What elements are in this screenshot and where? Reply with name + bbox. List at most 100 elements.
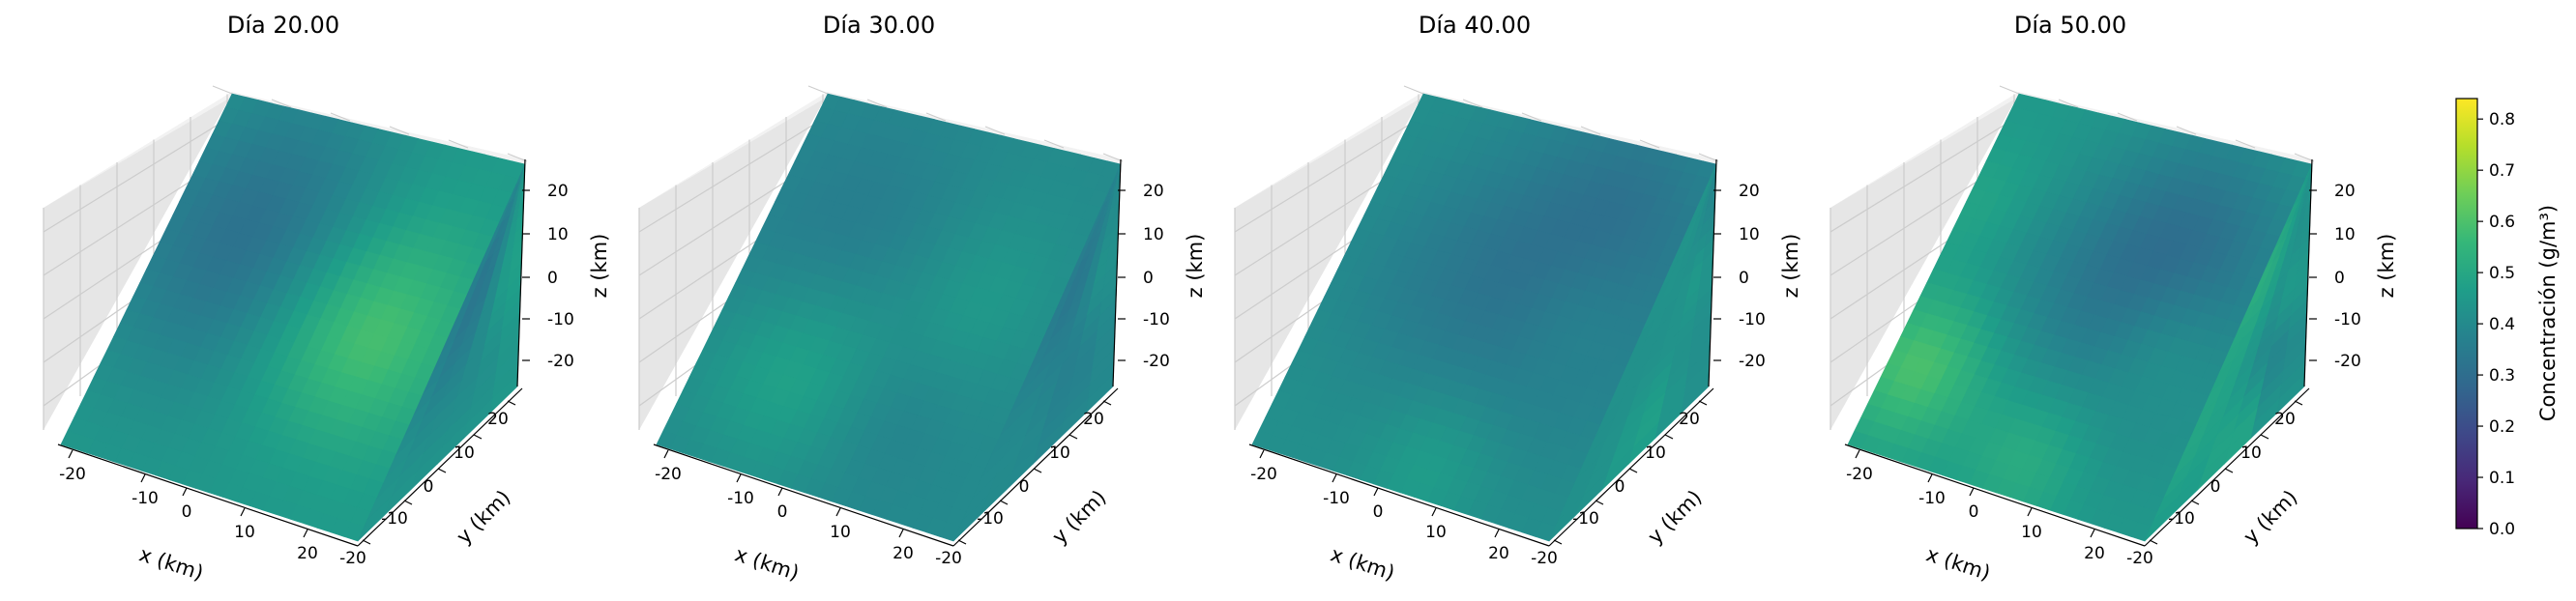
x-tick [1855,449,1860,459]
z-tick-label: 10 [2334,225,2356,244]
y-tick-label: -10 [1572,509,1599,529]
surface-face-top [60,93,526,542]
grid-line [984,126,1006,135]
x-tick [240,507,246,517]
x-tick [2090,529,2095,538]
subplot-title: Día 50.00 [2014,12,2126,39]
x-tick-label: 20 [2084,544,2105,563]
grid-line [1403,85,1424,95]
x-tick-label: -20 [59,465,86,484]
z-axis: 20 10 0 -10 -20 z (km) [516,158,611,387]
subplot-title: Día 30.00 [823,12,935,39]
y-tick-label: 0 [1019,477,1030,497]
x-tick-label: 20 [1488,544,1509,563]
z-axis: 20 10 0 -10 -20 z (km) [1708,158,1802,387]
subplot-3: Día 40.00 20 10 0 -10 -20 z (km) -20 -10 0 10 20 x (… [1234,12,1802,585]
pane-back [44,92,527,208]
x-axis-label: x (km) [1328,542,1397,585]
pane-back [1830,92,2314,208]
x-tick [2027,507,2033,517]
colorbar-tick-label: 0.8 [2489,110,2515,129]
y-tick-label: 10 [1645,444,1666,463]
z-axis-line [1112,158,1122,387]
y-axis-label: y (km) [452,485,514,548]
x-axis-label: x (km) [136,542,206,585]
grid-line [2058,99,2079,108]
x-tick-label: 10 [830,523,851,542]
grid-line [1521,112,1542,122]
z-tick-label: 10 [547,225,569,244]
y-tick [403,500,413,505]
x-tick-label: 20 [893,544,914,563]
colorbar-tick-label: 0.0 [2489,520,2515,539]
x-tick-label: 10 [1425,523,1447,542]
y-tick [1664,434,1674,440]
grid-line [1639,139,1660,149]
y-tick [957,539,967,545]
x-tick-label: 0 [777,502,788,522]
z-tick-label: -20 [2334,352,2361,371]
y-tick-label: -20 [2126,549,2153,568]
z-tick-label: 20 [1143,182,1164,201]
pane-back [639,92,1123,208]
x-tick [303,529,308,538]
z-tick-label: -20 [547,352,574,371]
x-axis-label: x (km) [732,542,802,585]
grid-line [330,112,351,122]
surface-face-right [952,163,1122,542]
surface [1251,93,1717,542]
grid-line [2235,139,2256,149]
x-tick-label: -20 [1250,465,1277,484]
colorbar-tick-label: 0.6 [2489,213,2515,232]
surface [60,93,526,542]
z-axis-label: z (km) [588,234,611,299]
y-tick [2190,500,2200,505]
y-tick [1068,434,1078,440]
surface-face-top [1847,93,2313,542]
y-axis-line [2144,387,2310,547]
z-tick-label: 0 [1739,269,1749,288]
y-tick-label: 10 [454,444,475,463]
y-tick-label: 0 [2210,477,2221,497]
grid-line [1830,115,2020,233]
y-axis-label: y (km) [2239,485,2301,548]
x-tick-label: 20 [297,544,318,563]
y-tick-label: -20 [935,549,962,568]
z-tick-label: 10 [1739,225,1760,244]
z-tick-label: 0 [2334,269,2345,288]
z-axis-label: z (km) [1184,234,1207,299]
y-tick [2294,400,2303,406]
surface-face-top [1251,93,1717,542]
grid-line [866,99,888,108]
y-tick-label: 20 [487,410,509,429]
y-axis-line [952,387,1119,547]
grid-line [212,85,233,95]
z-tick-label: -10 [1143,310,1170,329]
grid-line [1234,115,1424,233]
grid-line [2117,112,2138,122]
y-tick [1628,468,1638,473]
colorbar-tick-label: 0.7 [2489,161,2515,181]
z-tick-label: 20 [2334,182,2356,201]
grid-line [507,153,528,162]
x-tick-label: 0 [182,502,192,522]
z-axis-line [516,158,526,387]
z-axis-line [1708,158,1717,387]
grid-line [1999,85,2020,95]
y-axis-label: y (km) [1643,485,1706,548]
x-axis-line [57,444,359,547]
grid-line [807,85,829,95]
y-tick [2149,539,2158,545]
grid-line [2294,153,2315,162]
colorbar-gradient [2455,98,2478,529]
x-tick-label: -20 [1846,465,1873,484]
y-tick-label: -10 [2168,509,2195,529]
x-tick [1431,507,1437,517]
x-tick [663,449,669,459]
grid-line [2176,126,2197,135]
y-axis-line [357,387,523,547]
grid-line [1043,139,1065,149]
z-tick-label: 10 [1143,225,1164,244]
z-tick-label: 20 [1739,182,1760,201]
